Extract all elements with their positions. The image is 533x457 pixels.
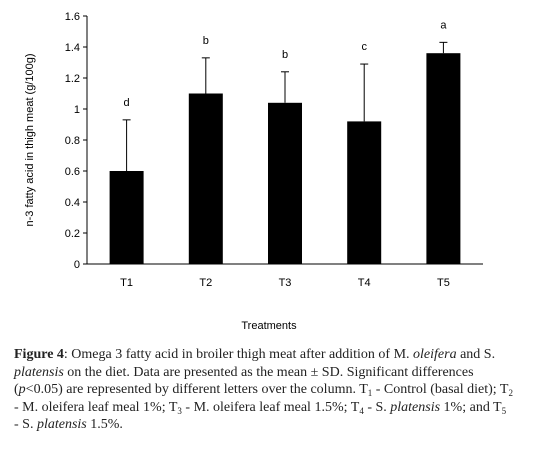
- y-tick-label: 1.4: [65, 42, 80, 54]
- y-tick-label: 0.4: [65, 197, 80, 209]
- x-axis-label: Treatments: [241, 320, 297, 332]
- bar: [188, 93, 223, 264]
- figure-caption: Figure 4: Omega 3 fatty acid in broiler …: [14, 346, 514, 434]
- y-axis-label: n-3 fatty acid in thigh meat (g/100g): [24, 53, 36, 226]
- caption-text: - Control (basal diet); T: [372, 382, 509, 397]
- caption-text: and S.: [456, 347, 496, 362]
- caption-text: - M. oleifera leaf meal 1%; T: [14, 399, 178, 415]
- caption-figure-label: Figure 4: [14, 347, 64, 362]
- caption-text: - S.: [363, 399, 391, 415]
- caption-italic: p: [18, 382, 26, 397]
- caption-subscript: 4: [359, 405, 364, 416]
- bar: [347, 121, 382, 265]
- caption-subscript: 1: [367, 388, 373, 398]
- significance-letter: d: [124, 97, 130, 109]
- x-tick-label: T1: [120, 277, 133, 289]
- caption-text: on the diet. Data are presented as the m…: [14, 364, 474, 398]
- caption-subscript: 5: [501, 405, 507, 416]
- bar: [109, 171, 144, 264]
- x-tick-label: T3: [279, 277, 292, 289]
- caption-text: <0.05) are represented by different lett…: [25, 382, 368, 397]
- y-tick-label: 0.8: [65, 135, 80, 147]
- bar: [268, 102, 302, 264]
- caption-italic: oleifera: [413, 347, 457, 362]
- x-tick-label: T2: [199, 277, 212, 289]
- caption-italic: platensis: [14, 364, 64, 380]
- caption-italic: platensis: [36, 417, 87, 432]
- caption-subscript: 2: [508, 388, 513, 398]
- x-tick-label: T4: [358, 277, 371, 289]
- caption-text: 1.5%.: [86, 417, 123, 432]
- caption-italic: platensis: [390, 399, 441, 415]
- bars: d b b c a: [109, 19, 461, 265]
- y-tick-label: 0: [74, 259, 80, 271]
- caption-text: - S.: [14, 417, 37, 432]
- x-axis-ticks: T1 T2 T3 T4 T5: [120, 277, 450, 289]
- y-tick-label: 1: [74, 104, 80, 116]
- caption-subscript: 3: [177, 405, 182, 416]
- bar: [426, 53, 461, 265]
- x-tick-label: T5: [437, 277, 450, 289]
- y-tick-label: 1.6: [65, 11, 80, 23]
- significance-letter: b: [203, 35, 209, 47]
- bar-chart: 0 0.2 0.4 0.6 0.8 1 1.2 1.4 1.6 d b b c a T1 T2 T3 T4 T5…: [24, 11, 483, 332]
- significance-letter: a: [440, 19, 447, 31]
- caption-text: 1%; and T: [440, 399, 502, 415]
- y-tick-label: 0.6: [65, 166, 80, 178]
- caption-text: - M. oleifera leaf meal 1.5%; T: [181, 399, 360, 415]
- y-axis-ticks: 0 0.2 0.4 0.6 0.8 1 1.2 1.4 1.6: [65, 11, 87, 271]
- significance-letter: c: [361, 41, 367, 53]
- significance-letter: b: [282, 49, 288, 61]
- y-tick-label: 0.2: [65, 228, 80, 240]
- y-tick-label: 1.2: [65, 73, 80, 85]
- caption-text: : Omega 3 fatty acid in broiler thigh me…: [63, 347, 414, 362]
